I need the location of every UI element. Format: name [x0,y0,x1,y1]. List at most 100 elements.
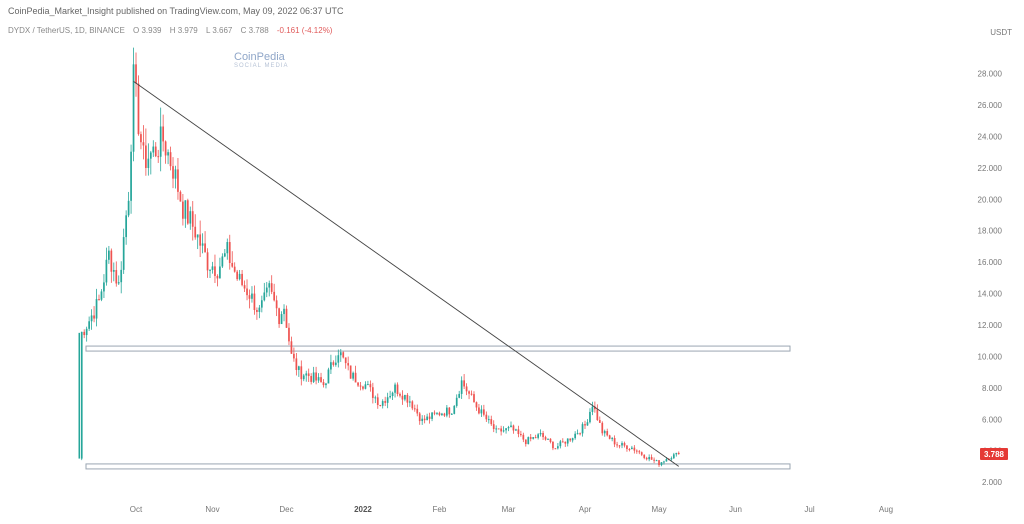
candle[interactable] [534,434,537,439]
candle[interactable] [280,311,283,325]
candle[interactable] [241,269,243,287]
candle[interactable] [443,412,446,417]
candle[interactable] [275,295,278,317]
candle[interactable] [80,331,83,461]
candle[interactable] [532,437,535,440]
candle[interactable] [653,457,655,464]
candle[interactable] [458,390,461,399]
candle[interactable] [85,326,88,342]
candle[interactable] [574,431,577,440]
candle[interactable] [561,438,564,443]
candle[interactable] [616,441,618,448]
candle[interactable] [547,438,549,441]
candle[interactable] [238,269,241,281]
candle[interactable] [497,428,500,430]
candle[interactable] [648,454,651,462]
candle[interactable] [256,307,258,320]
candle[interactable] [354,365,357,383]
candle[interactable] [473,391,475,403]
candle[interactable] [633,445,636,454]
candle[interactable] [310,373,313,385]
level-band[interactable] [85,345,791,352]
candle[interactable] [645,456,648,461]
candle[interactable] [490,415,493,426]
candle[interactable] [95,288,98,327]
candle[interactable] [352,371,354,381]
candle[interactable] [194,214,197,240]
candle[interactable] [517,425,520,438]
candle[interactable] [386,392,389,409]
candle[interactable] [302,373,305,382]
candle[interactable] [401,390,404,405]
candle[interactable] [147,143,150,176]
candle[interactable] [174,165,177,189]
candle[interactable] [571,437,574,443]
candle[interactable] [312,366,315,384]
candle[interactable] [196,234,199,250]
candle[interactable] [465,383,468,396]
candle[interactable] [228,234,231,270]
candle[interactable] [399,392,401,398]
candle[interactable] [258,304,261,319]
candle[interactable] [596,404,599,421]
candle[interactable] [105,247,108,286]
candle[interactable] [172,157,174,189]
candle[interactable] [226,238,229,260]
candle[interactable] [522,432,525,443]
candle[interactable] [549,438,552,444]
candle[interactable] [539,429,542,437]
symbol-label[interactable]: DYDX / TetherUS, 1D, BINANCE [8,26,125,35]
candle[interactable] [103,274,105,298]
candle[interactable] [584,420,586,429]
candle[interactable] [557,443,559,450]
candle[interactable] [445,405,448,418]
candle[interactable] [591,401,594,416]
candle[interactable] [527,436,530,445]
candle[interactable] [186,198,189,225]
candle[interactable] [606,428,609,437]
candle[interactable] [204,231,206,253]
candle[interactable] [357,382,359,388]
candle[interactable] [83,329,86,339]
candle[interactable] [159,107,162,172]
candle[interactable] [115,261,118,287]
level-band[interactable] [85,463,791,470]
candle[interactable] [621,441,623,449]
candle[interactable] [672,452,675,459]
candle[interactable] [317,373,320,383]
candle[interactable] [470,390,473,396]
candle[interactable] [426,413,428,421]
candle[interactable] [90,309,93,330]
candle[interactable] [127,191,130,218]
candle[interactable] [396,382,399,397]
candle[interactable] [320,372,322,383]
candle[interactable] [660,462,663,467]
candle[interactable] [270,275,273,295]
candle[interactable] [290,336,293,354]
candle[interactable] [413,404,416,412]
candle[interactable] [322,379,325,388]
candle[interactable] [349,365,352,379]
candle[interactable] [253,285,256,315]
candle[interactable] [650,454,653,460]
candle[interactable] [542,430,544,441]
candle[interactable] [589,408,591,424]
candle[interactable] [566,438,569,447]
candle[interactable] [334,355,337,367]
candle[interactable] [140,131,142,150]
candle[interactable] [618,444,621,449]
candle[interactable] [295,352,298,376]
candle[interactable] [297,365,300,377]
candle[interactable] [371,382,374,404]
candle[interactable] [177,158,179,200]
candle[interactable] [330,354,332,374]
candle[interactable] [670,456,673,461]
candle[interactable] [478,403,480,415]
candle[interactable] [507,425,510,432]
candle[interactable] [529,433,532,442]
candle[interactable] [613,435,616,448]
candle[interactable] [576,429,579,435]
candle[interactable] [374,395,377,404]
candle[interactable] [154,142,157,158]
candle[interactable] [231,251,234,268]
